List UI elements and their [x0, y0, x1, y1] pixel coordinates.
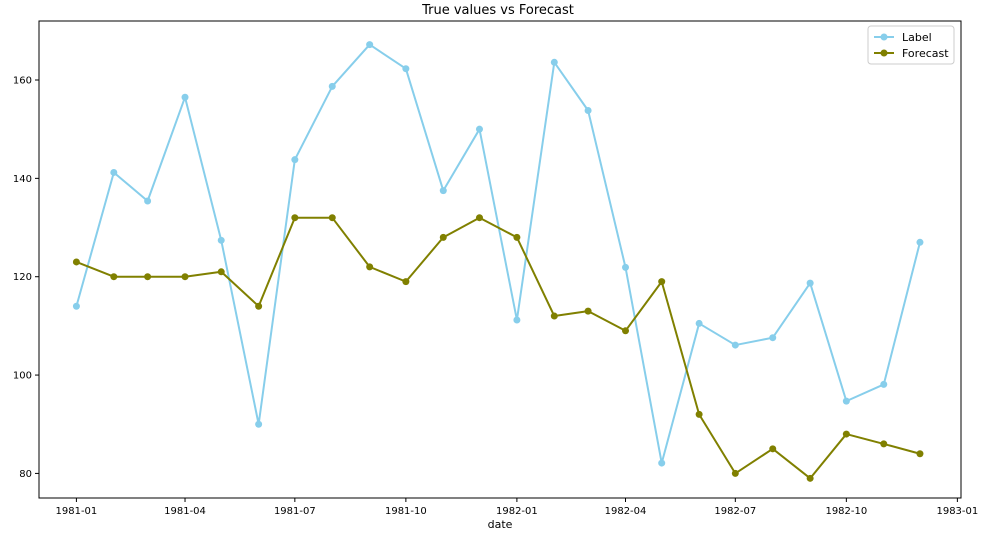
data-point [658, 459, 666, 467]
data-point [255, 420, 263, 428]
data-point [550, 58, 558, 66]
y-tick-label: 120 [13, 272, 32, 283]
data-point [217, 268, 225, 276]
data-point [366, 263, 374, 271]
x-tick-label: 1981-01 [56, 506, 98, 517]
y-axis: 80 100 120 140 160 [13, 76, 39, 480]
legend-swatch-marker [880, 49, 888, 57]
data-point [328, 214, 336, 222]
y-tick-label: 80 [19, 469, 32, 480]
legend-item: Forecast [874, 47, 949, 60]
y-tick-label: 140 [13, 174, 32, 185]
data-point [402, 65, 410, 73]
data-point [584, 307, 592, 315]
data-point [916, 450, 924, 458]
data-point [842, 397, 850, 405]
data-point [291, 156, 299, 164]
data-point [658, 278, 666, 286]
data-point [402, 278, 410, 286]
x-axis-title: date [488, 518, 513, 531]
series-label [72, 41, 924, 467]
data-point [513, 233, 521, 241]
data-point [806, 279, 814, 287]
data-point [806, 474, 814, 482]
data-point [916, 238, 924, 246]
x-tick-label: 1982-01 [496, 506, 538, 517]
plot-area [38, 20, 962, 499]
x-axis: 1981-01 1981-04 1981-07 1981-10 1982-01 1982-… [56, 498, 978, 517]
data-point [622, 263, 630, 271]
series-line [75, 43, 921, 465]
x-tick-label: 1982-07 [714, 506, 756, 517]
legend-swatch-marker [880, 33, 888, 41]
data-point [144, 273, 152, 281]
y-tick-label: 100 [13, 371, 32, 382]
data-point [842, 430, 850, 438]
legend-label: Label [902, 31, 932, 44]
data-point [880, 440, 888, 448]
series-line [76, 216, 921, 480]
legend-box [867, 25, 955, 65]
data-point [695, 410, 703, 418]
data-point [181, 273, 189, 281]
series-forecast [72, 214, 924, 482]
data-point [475, 214, 483, 222]
data-point [439, 187, 447, 195]
data-point [584, 106, 592, 114]
data-point [880, 380, 888, 388]
x-tick-label: 1981-07 [274, 506, 316, 517]
data-point [181, 93, 189, 101]
data-point [439, 233, 447, 241]
data-point [731, 341, 739, 349]
data-point [72, 258, 80, 266]
y-tick-label: 160 [13, 76, 32, 87]
data-point [475, 125, 483, 133]
x-tick-label: 1982-10 [825, 506, 867, 517]
data-point [72, 302, 80, 310]
data-point [622, 327, 630, 335]
data-point [769, 445, 777, 453]
legend-item: Label [874, 31, 932, 44]
legend: Label Forecast [867, 25, 955, 65]
x-tick-label: 1981-04 [164, 506, 206, 517]
data-point [110, 273, 118, 281]
data-point [144, 197, 152, 205]
data-point [731, 469, 739, 477]
legend-label: Forecast [902, 47, 949, 60]
data-point [255, 302, 263, 310]
data-point [217, 236, 225, 244]
data-point [110, 168, 118, 176]
data-point [550, 312, 558, 320]
data-point [769, 334, 777, 342]
series-layer [72, 41, 924, 482]
x-tick-label: 1982-04 [605, 506, 647, 517]
data-point [513, 316, 521, 324]
x-tick-label: 1983-01 [936, 506, 978, 517]
data-point [366, 41, 374, 49]
chart-title: True values vs Forecast [421, 3, 574, 18]
x-tick-label: 1981-10 [385, 506, 427, 517]
data-point [695, 319, 703, 327]
data-point [291, 214, 299, 222]
data-point [328, 82, 336, 90]
